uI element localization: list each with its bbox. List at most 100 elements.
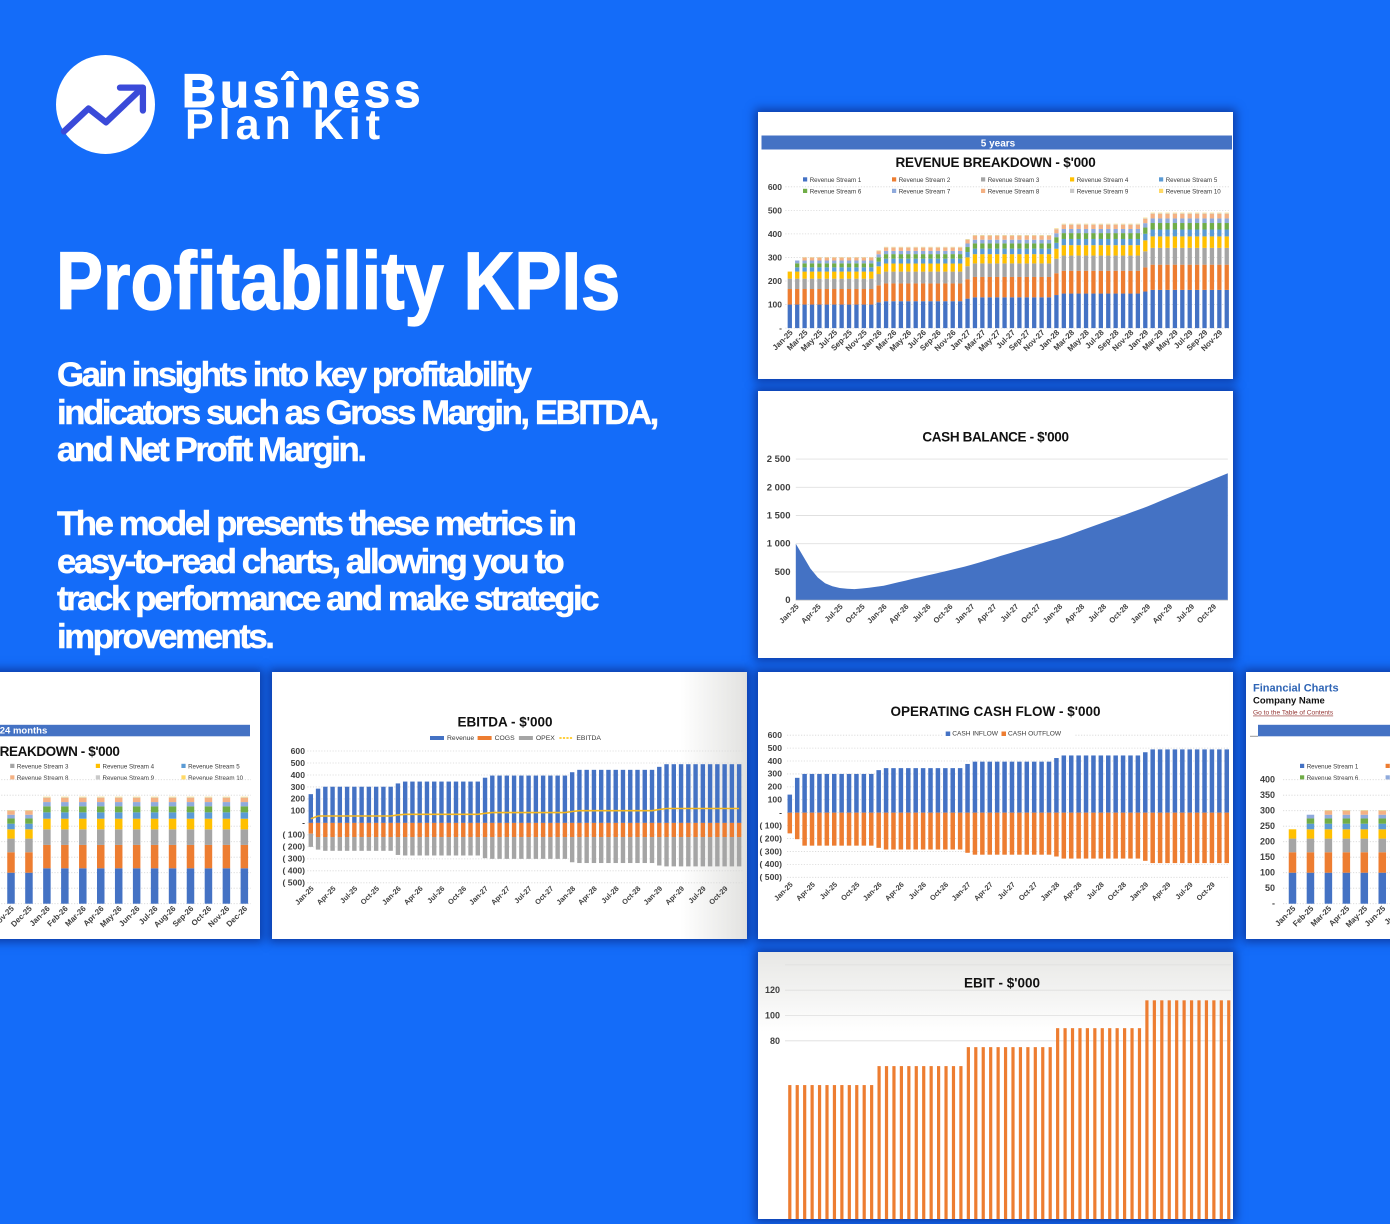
svg-text:COGS: COGS [495, 735, 515, 742]
svg-text:-: - [302, 818, 305, 828]
svg-text:Apr-25: Apr-25 [799, 602, 823, 626]
svg-text:Jul-26: Jul-26 [425, 884, 446, 905]
svg-text:1 000: 1 000 [767, 539, 791, 550]
svg-text:Apr-26: Apr-26 [402, 884, 425, 907]
svg-text:( 200): ( 200) [760, 833, 783, 843]
svg-text:Revenue Stream 1: Revenue Stream 1 [810, 177, 862, 184]
svg-text:Jun-25: Jun-25 [1363, 904, 1388, 929]
svg-text:Oct-27: Oct-27 [1017, 880, 1039, 902]
svg-text:OPEX: OPEX [536, 735, 555, 742]
svg-text:Jun-26: Jun-26 [117, 904, 142, 929]
svg-text:Apr-29: Apr-29 [663, 884, 686, 907]
svg-text:200: 200 [768, 782, 783, 792]
svg-text:100: 100 [765, 1011, 780, 1021]
svg-text:Oct-28: Oct-28 [1107, 602, 1130, 625]
svg-text:Revenue Stream 5: Revenue Stream 5 [188, 764, 240, 771]
svg-text:-: - [779, 323, 782, 333]
svg-text:Oct-29: Oct-29 [1195, 602, 1218, 625]
svg-text:Apr-26: Apr-26 [887, 602, 910, 625]
svg-text:Oct-25: Oct-25 [844, 602, 868, 626]
svg-text:Jan-27: Jan-27 [950, 880, 973, 903]
svg-text:Apr-25: Apr-25 [315, 884, 338, 907]
svg-text:Jan-28: Jan-28 [554, 884, 577, 907]
svg-text:400: 400 [768, 756, 783, 766]
svg-text:400: 400 [1260, 775, 1275, 785]
svg-text:Apr-28: Apr-28 [576, 884, 599, 907]
svg-text:Jan-27: Jan-27 [467, 884, 490, 907]
svg-text:( 100): ( 100) [283, 830, 306, 840]
svg-text:Jul-25: Jul-25 [338, 884, 359, 905]
svg-text:Jul-26: Jul-26 [907, 880, 928, 901]
svg-text:( 300): ( 300) [283, 854, 306, 864]
svg-text:Oct-25: Oct-25 [839, 880, 861, 902]
svg-text:Jul-28: Jul-28 [1086, 602, 1108, 624]
svg-text:EBIT - $'000: EBIT - $'000 [964, 975, 1040, 990]
svg-text:Oct-25: Oct-25 [359, 884, 381, 906]
svg-text:Oct-26: Oct-26 [928, 880, 950, 902]
svg-text:( 300): ( 300) [760, 846, 783, 856]
svg-text:Apr-27: Apr-27 [489, 884, 512, 907]
svg-text:400: 400 [768, 229, 782, 239]
svg-text:-: - [1272, 899, 1275, 909]
svg-text:Apr-26: Apr-26 [883, 880, 906, 903]
svg-text:Revenue Stream 8: Revenue Stream 8 [17, 775, 69, 782]
svg-text:Apr-28: Apr-28 [1061, 880, 1084, 903]
svg-text:Revenue Stream 8: Revenue Stream 8 [988, 189, 1040, 196]
svg-text:2 500: 2 500 [767, 454, 791, 465]
svg-text:100: 100 [291, 806, 306, 816]
svg-text:500: 500 [291, 758, 306, 768]
svg-text:100: 100 [1260, 868, 1275, 878]
svg-text:EBITDA - $'000: EBITDA - $'000 [458, 714, 553, 729]
svg-text:Jan-26: Jan-26 [861, 880, 884, 903]
svg-text:Oct-27: Oct-27 [533, 884, 555, 906]
svg-text:100: 100 [768, 300, 782, 310]
svg-text:Revenue Stream 2: Revenue Stream 2 [899, 177, 951, 184]
svg-text:1 500: 1 500 [767, 511, 791, 522]
svg-text:Jan-29: Jan-29 [1127, 880, 1150, 903]
svg-text:Oct-29: Oct-29 [707, 884, 729, 906]
svg-text:Jan-29: Jan-29 [1129, 602, 1152, 625]
svg-text:Oct-28: Oct-28 [1106, 880, 1128, 902]
svg-text:( 500): ( 500) [283, 878, 306, 888]
svg-text:REVENUE BREAKDOWN - $'000: REVENUE BREAKDOWN - $'000 [896, 155, 1096, 170]
svg-text:Jul-25: Jul-25 [823, 602, 845, 624]
svg-text:Revenue Stream 10: Revenue Stream 10 [1166, 189, 1222, 196]
svg-text:Jan-28: Jan-28 [1039, 880, 1062, 903]
svg-text:Financial Charts: Financial Charts [1253, 683, 1339, 695]
svg-text:( 100): ( 100) [760, 820, 783, 830]
svg-text:600: 600 [291, 746, 306, 756]
svg-text:5 years: 5 years [981, 139, 1016, 150]
svg-text:600: 600 [768, 730, 783, 740]
svg-text:Oct-26: Oct-26 [931, 602, 954, 625]
svg-text:-: - [779, 808, 782, 818]
svg-text:Apr-29: Apr-29 [1150, 880, 1173, 903]
svg-text:Jul-29: Jul-29 [1173, 880, 1194, 901]
svg-text:Revenue Stream 3: Revenue Stream 3 [988, 177, 1040, 184]
svg-text:300: 300 [291, 782, 306, 792]
svg-text:Jul-27: Jul-27 [512, 884, 533, 905]
svg-text:400: 400 [291, 770, 306, 780]
svg-text:Apr-27: Apr-27 [975, 602, 998, 625]
svg-text:Jan-28: Jan-28 [1041, 602, 1064, 625]
svg-text:( 500): ( 500) [760, 872, 783, 882]
svg-text:Revenue Stream 3: Revenue Stream 3 [17, 764, 69, 771]
svg-text:500: 500 [768, 743, 783, 753]
svg-text:Oct-27: Oct-27 [1019, 602, 1042, 625]
svg-text:CASH BALANCE - $'000: CASH BALANCE - $'000 [922, 430, 1068, 445]
svg-text:Revenue Stream 4: Revenue Stream 4 [103, 764, 155, 771]
svg-text:EBITDA: EBITDA [576, 735, 601, 742]
svg-text:300: 300 [768, 252, 782, 262]
svg-text:Revenue Stream 4: Revenue Stream 4 [1077, 177, 1129, 184]
svg-text:200: 200 [291, 794, 306, 804]
svg-text:0: 0 [785, 595, 790, 606]
svg-text:300: 300 [1260, 806, 1275, 816]
svg-text:REVENUE BREAKDOWN - $'000: REVENUE BREAKDOWN - $'000 [0, 744, 120, 759]
svg-text:( 400): ( 400) [760, 859, 783, 869]
svg-text:Company Name: Company Name [1253, 695, 1325, 706]
svg-text:Jul-29: Jul-29 [1174, 602, 1196, 624]
svg-text:Apr-28: Apr-28 [1063, 602, 1086, 625]
svg-text:Oct-26: Oct-26 [446, 884, 468, 906]
svg-text:50: 50 [1265, 883, 1275, 893]
svg-text:100: 100 [768, 795, 783, 805]
svg-text:Jan-25: Jan-25 [772, 880, 795, 903]
